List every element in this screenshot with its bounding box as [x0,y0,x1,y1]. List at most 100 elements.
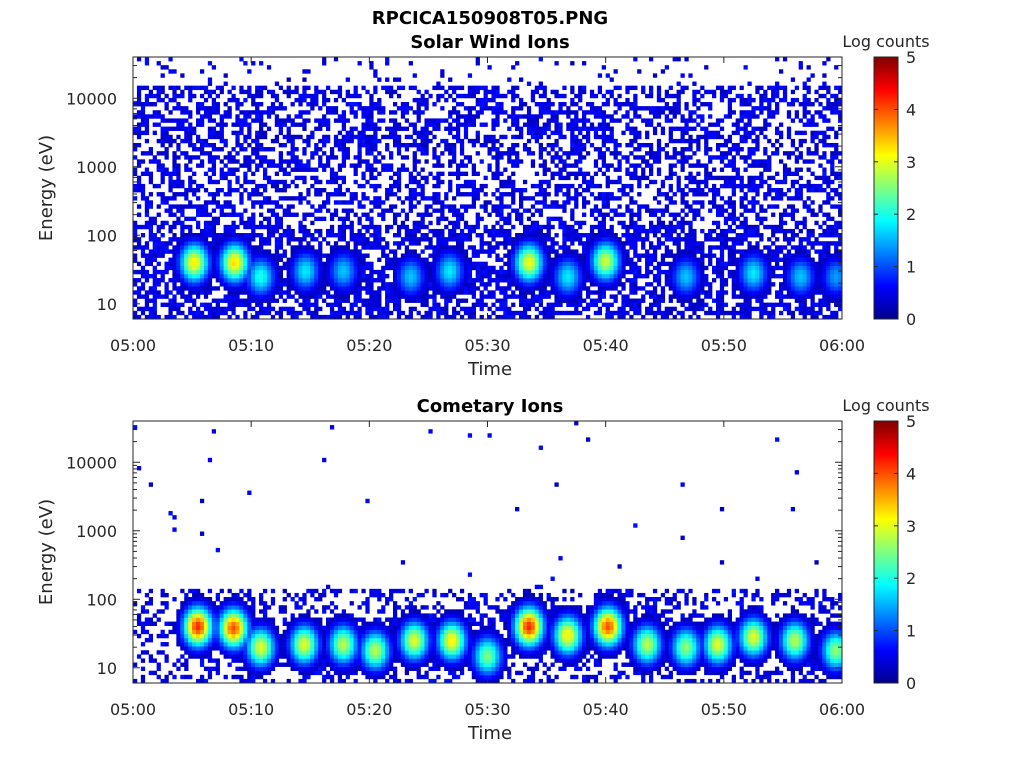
spectrogram-cell [601,163,606,168]
spectrogram-cell [164,130,169,136]
spectrogram-cell [404,294,410,299]
spectrogram-cell [192,245,197,250]
spectrogram-cell [625,228,630,234]
spectrogram-cell [341,310,346,316]
spectrogram-cell [574,265,579,271]
spectrogram-cell [274,241,280,246]
spectrogram-cell [672,241,677,246]
spectrogram-cell [660,110,666,115]
spectrogram-cell [672,147,677,152]
spectrogram-cell [172,196,177,201]
spectrogram-cell [436,200,441,205]
spectrogram-cell [530,97,536,103]
spectrogram-cell [582,241,587,246]
spectrogram-cell [203,286,209,291]
spectrogram-cell [542,245,547,250]
spectrogram-cell [570,278,575,283]
spectrogram-cell [538,114,543,119]
spectrogram-cell [326,192,331,197]
spectrogram-cell [542,237,547,242]
spectrogram-cell [231,294,236,299]
spectrogram-cell [318,286,323,291]
spectrogram-cell [593,159,599,164]
spectrogram-cell [353,163,358,168]
spectrogram-cell [495,163,500,168]
spectrogram-cell [578,192,583,197]
spectrogram-cell [168,314,173,319]
spectrogram-cell [424,257,429,262]
spectrogram-cell [566,286,571,291]
spectrogram-cell [511,224,516,230]
spectrogram-cell [672,265,677,271]
spectrogram-cell [455,134,461,140]
spectrogram-cell [578,257,583,262]
spectrogram-cell [199,241,205,246]
spectrogram-cell [164,155,169,160]
spectrogram-cell [491,224,496,230]
spectrogram-cell [656,159,662,164]
spectrogram-cell [538,192,543,197]
spectrogram-cell [215,147,220,152]
spectrogram-cell [188,290,193,295]
spectrogram-cell [243,286,248,291]
spectrogram-cell [550,290,555,295]
spectrogram-cell [593,163,599,168]
spectrogram-cell [361,85,366,91]
spectrogram-cell [684,237,689,242]
spectrogram-cell [566,163,571,168]
spectrogram-cell [688,179,693,185]
spectrogram-cell [637,192,642,197]
spectrogram-cell [507,228,512,234]
spectrogram-cell [440,151,445,156]
spectrogram-cell [538,253,543,258]
spectrogram-cell [227,188,232,193]
spectrogram-cell [424,196,429,201]
spectrogram-cell [176,245,181,250]
spectrogram-cell [660,269,666,275]
spectrogram-cell [617,290,622,295]
spectrogram-cell [491,171,496,177]
spectrogram-cell [227,314,232,319]
spectrogram-cell [144,208,150,213]
spectrogram-cell [180,290,185,295]
spectrogram-cell [688,155,693,160]
spectrogram-cell [554,89,559,95]
spectrogram-cell [262,171,268,177]
spectrogram-cell [400,85,406,91]
spectrogram-cell [652,278,658,283]
spectrogram-cell [329,224,335,230]
spectrogram-cell [404,228,410,234]
spectrogram-cell [152,102,157,107]
spectrogram-cell [668,298,673,303]
spectrogram-cell [522,249,528,254]
spectrogram-cell [550,130,555,136]
spectrogram-cell [302,237,307,242]
spectrogram-cell [259,192,264,197]
spectrogram-cell [385,310,390,316]
spectrogram-cell [660,179,666,185]
spectrogram-cell [688,253,693,258]
spectrogram-cell [648,151,654,156]
spectrogram-cell [621,224,626,230]
spectrogram-cell [566,192,571,197]
spectrogram-cell [582,61,587,66]
spectrogram-cell [582,278,587,283]
spectrogram-cell [538,245,543,250]
spectrogram-cell [196,212,201,217]
spectrogram-cell [176,290,181,295]
spectrogram-cell [589,106,595,111]
spectrogram-cell [136,130,142,136]
spectrogram-cell [369,93,374,99]
spectrogram-cell [479,110,484,115]
spectrogram-cell [357,269,362,275]
spectrogram-cell [207,249,213,254]
spectrogram-cell [440,310,445,316]
spectrogram-cell [373,126,378,131]
spectrogram-cell [420,93,425,99]
spectrogram-cell [235,294,240,299]
spectrogram-cell [656,216,662,222]
spectrogram-cell [589,253,595,258]
spectrogram-cell [542,159,547,164]
spectrogram-cell [416,253,421,258]
